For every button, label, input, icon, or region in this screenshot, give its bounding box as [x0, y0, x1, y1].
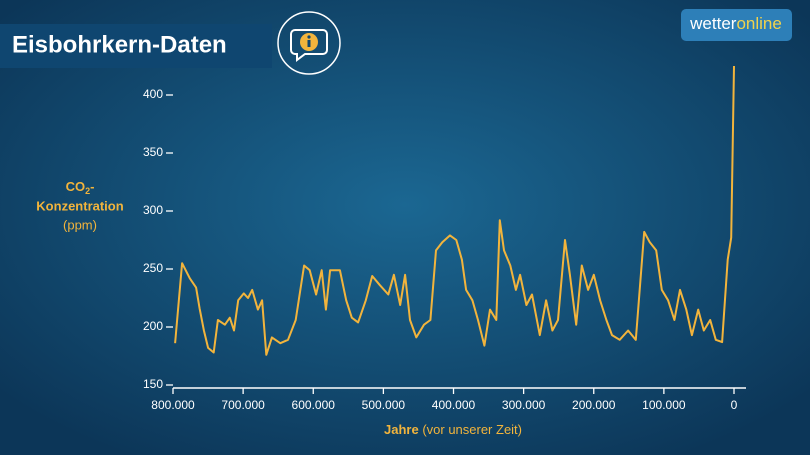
y-label: (ppm) [63, 217, 97, 232]
y-label-part: CO [66, 179, 86, 194]
x-tick-label: 300.000 [502, 398, 546, 412]
logo-part: online [736, 14, 781, 33]
title-bar [0, 24, 272, 68]
y-tick-label: 400 [143, 87, 163, 101]
logo-part: wetter [689, 14, 737, 33]
x-label-part: (vor unserer Zeit) [422, 422, 522, 437]
y-tick-label: 200 [143, 319, 163, 333]
y-label-part: - [90, 179, 94, 194]
x-tick-label: 200.000 [572, 398, 616, 412]
y-label: CO2- [66, 179, 95, 196]
x-tick-label: 600.000 [292, 398, 336, 412]
y-tick-label: 350 [143, 145, 163, 159]
x-tick-label: 400.000 [432, 398, 476, 412]
y-tick-label: 300 [143, 203, 163, 217]
y-label: Konzentration [36, 198, 123, 213]
x-tick-label: 500.000 [362, 398, 406, 412]
logo-box [681, 9, 792, 41]
x-label: Jahre (vor unserer Zeit) [384, 422, 522, 437]
data-line [174, 65, 735, 356]
info-icon [277, 11, 341, 75]
title: Eisbohrkern-Daten [12, 31, 227, 58]
x-tick-label: 0 [731, 398, 738, 412]
x-tick-label: 800.000 [151, 398, 195, 412]
y-tick-label: 250 [143, 261, 163, 275]
y-label-sub: 2 [85, 186, 90, 196]
logo: wetteronline [689, 14, 782, 33]
x-label-part: Jahre [384, 422, 419, 437]
x-tick-label: 100.000 [642, 398, 686, 412]
y-tick-label: 150 [143, 377, 163, 391]
x-tick-label: 700.000 [221, 398, 265, 412]
